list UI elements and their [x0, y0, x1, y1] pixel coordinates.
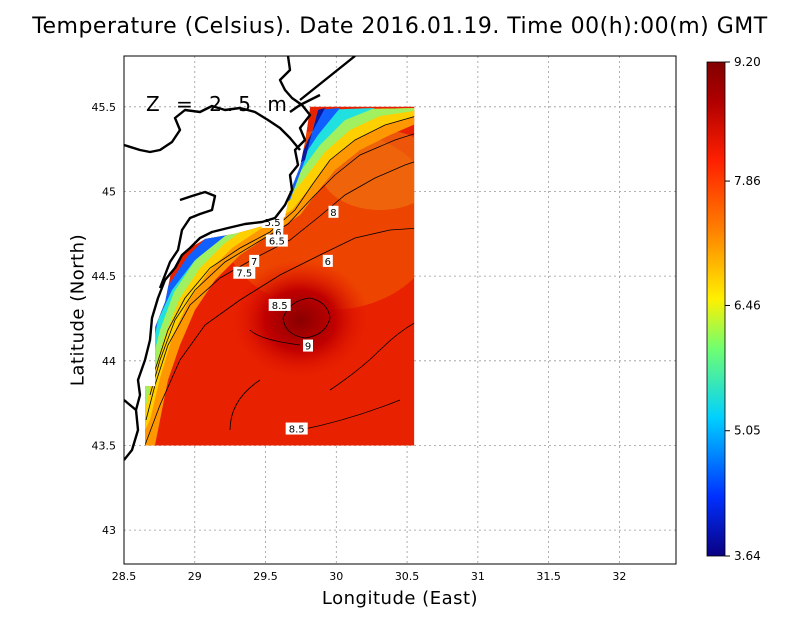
colorbar-tick-label: 7.86 [734, 174, 761, 188]
contour-label: 6.5 [269, 237, 285, 248]
colorbar-tick-label: 6.46 [734, 298, 761, 312]
colorbar [706, 61, 726, 557]
contour-label-box [265, 234, 288, 247]
contour-label-box [303, 339, 313, 352]
contour-label-box [328, 205, 339, 218]
contour-label: 8.5 [272, 301, 288, 312]
x-tick-label: 29.5 [253, 570, 278, 583]
contour-label: 8.5 [289, 425, 305, 436]
contour-label-box [322, 254, 333, 267]
y-tick-label: 44.5 [92, 270, 117, 283]
contour-label: 7.5 [236, 269, 252, 280]
x-tick-label: 32 [612, 570, 626, 583]
x-tick-label: 31 [471, 570, 485, 583]
chart-title: Temperature (Celsius). Date 2016.01.19. … [32, 14, 768, 39]
x-axis-label: Longitude (East) [321, 588, 479, 609]
y-tick-label: 44 [102, 355, 116, 368]
coastline [124, 56, 356, 461]
y-tick-label: 45 [102, 185, 116, 198]
x-tick-label: 30.5 [395, 570, 420, 583]
colorbar-tick-label: 5.05 [734, 424, 761, 438]
x-tick-label: 28.5 [112, 570, 137, 583]
temperature-field [145, 106, 415, 446]
contour-label: 6 [325, 257, 331, 268]
contour-label-box [261, 215, 284, 228]
contour-label: 8 [330, 208, 336, 219]
contour-lines [145, 114, 415, 446]
x-tick-label: 29 [188, 570, 202, 583]
contour-label-box [273, 226, 284, 239]
contour-label-box [268, 298, 291, 311]
colorbar-ticks: 9.20 7.86 6.46 5.05 3.64 [725, 55, 761, 563]
x-axis-ticks: 28.5 29 29.5 30 30.5 31 31.5 32 [112, 570, 627, 583]
contour-label: 9 [305, 342, 311, 353]
colorbar-tick-label: 3.64 [734, 549, 761, 563]
plot-frame [123, 55, 677, 565]
contour-label: 7 [251, 257, 257, 268]
x-tick-label: 31.5 [536, 570, 561, 583]
contour-label-box [249, 254, 260, 267]
contour-label-box [285, 422, 308, 435]
colorbar-tick-label: 9.20 [734, 55, 761, 69]
contour-label: 5.5 [265, 218, 281, 229]
y-tick-label: 43 [102, 524, 116, 537]
contour-label-box [233, 266, 256, 279]
y-tick-label: 45.5 [92, 101, 117, 114]
y-axis-ticks: 43 43.5 44 44.5 45 45.5 [92, 101, 117, 537]
depth-label: Z = 2.5 m [146, 92, 292, 116]
y-tick-label: 43.5 [92, 439, 117, 452]
contour-label: 6 [275, 228, 281, 239]
x-tick-label: 30 [329, 570, 343, 583]
